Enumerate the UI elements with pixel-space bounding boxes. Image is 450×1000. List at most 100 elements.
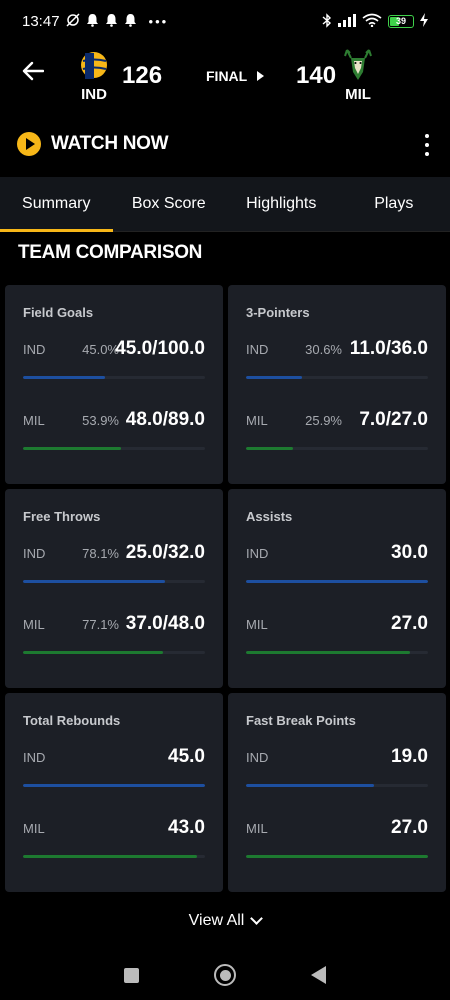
game-status[interactable]: FINAL	[206, 68, 265, 84]
stat-card-title: 3-Pointers	[246, 305, 310, 320]
stat-bar-away	[246, 651, 428, 654]
more-options-icon[interactable]	[422, 134, 432, 156]
stat-team-label: MIL	[246, 617, 268, 632]
stat-card-title: Assists	[246, 509, 293, 524]
stat-value: 45.0	[168, 746, 205, 767]
stat-value: 37.0/48.0	[125, 613, 205, 634]
stat-value: 43.0	[168, 817, 205, 838]
system-nav-bar	[0, 950, 450, 1000]
stat-card: Field Goals IND 45.0% 45.0/100.0 MIL 53.…	[5, 285, 223, 484]
watch-row: WATCH NOW	[0, 126, 450, 166]
back-button[interactable]	[20, 58, 46, 84]
stat-value: 48.0/89.0	[125, 409, 205, 430]
recents-icon[interactable]	[124, 967, 139, 983]
stat-bar-away	[23, 651, 205, 654]
stat-bar-away	[23, 447, 205, 450]
stat-card: Free Throws IND 78.1% 25.0/32.0 MIL 77.1…	[5, 489, 223, 688]
stat-bar-home	[246, 580, 428, 583]
battery-icon: 39	[388, 14, 414, 28]
bucks-logo-icon	[343, 48, 373, 82]
stat-bar-away	[246, 855, 428, 858]
game-status-label: FINAL	[206, 68, 248, 84]
view-all-button[interactable]: View All	[0, 912, 450, 930]
stat-value: 30.0	[391, 542, 428, 563]
tab-label: Highlights	[246, 195, 317, 212]
stat-row-away: MIL 27.0	[246, 613, 428, 635]
score-header: IND 126 FINAL 140 MIL	[0, 42, 450, 117]
stat-team-label: IND	[23, 750, 46, 765]
stat-percent: 77.1%	[82, 617, 119, 632]
stat-team-label: IND	[246, 750, 269, 765]
play-icon	[257, 71, 265, 81]
stat-team-label: MIL	[246, 413, 268, 428]
arrow-left-icon	[22, 61, 44, 81]
stat-row-away: MIL 43.0	[23, 817, 205, 839]
bell-icon	[86, 13, 99, 29]
stat-cards-grid: Field Goals IND 45.0% 45.0/100.0 MIL 53.…	[5, 285, 446, 892]
stat-bar-fill	[23, 651, 164, 654]
stat-row-away: MIL 77.1% 37.0/48.0	[23, 613, 205, 635]
stat-row-home: IND 19.0	[246, 746, 428, 768]
tab-bar: Summary Box Score Highlights Plays	[0, 177, 450, 232]
tab-highlights[interactable]: Highlights	[225, 177, 338, 231]
back-icon[interactable]	[311, 966, 326, 984]
play-circle-icon	[17, 132, 41, 156]
stat-card-title: Field Goals	[23, 305, 94, 320]
stat-card-title: Free Throws	[23, 509, 101, 524]
stat-row-away: MIL 27.0	[246, 817, 428, 839]
stat-bar-fill	[23, 784, 205, 787]
stat-bar-home	[23, 580, 205, 583]
stat-team-label: MIL	[23, 413, 45, 428]
stat-row-home: IND 30.6% 11.0/36.0	[246, 338, 428, 360]
chevron-down-icon	[250, 912, 264, 925]
home-team[interactable]: IND	[64, 48, 124, 103]
stat-team-label: IND	[246, 342, 269, 357]
stat-card: Fast Break Points IND 19.0 MIL 27.0	[228, 693, 446, 892]
tab-label: Summary	[22, 195, 91, 212]
stat-bar-fill	[246, 376, 302, 379]
away-team[interactable]: MIL	[328, 48, 388, 103]
watch-now-button[interactable]: WATCH NOW	[17, 132, 169, 156]
stat-bar-fill	[23, 855, 197, 858]
stat-bar-away	[23, 855, 205, 858]
home-icon[interactable]	[214, 964, 236, 986]
tab-box-score[interactable]: Box Score	[113, 177, 226, 231]
stat-value: 27.0	[391, 817, 428, 838]
stat-percent: 78.1%	[82, 546, 119, 561]
view-all-label: View All	[188, 912, 245, 929]
stat-bar-away	[246, 447, 428, 450]
stat-row-home: IND 45.0	[23, 746, 205, 768]
away-team-abbr: MIL	[345, 86, 371, 103]
signal-icon	[338, 13, 356, 29]
stat-row-away: MIL 25.9% 7.0/27.0	[246, 409, 428, 431]
stat-row-home: IND 78.1% 25.0/32.0	[23, 542, 205, 564]
stat-card: Total Rebounds IND 45.0 MIL 43.0	[5, 693, 223, 892]
stat-value: 25.0/32.0	[125, 542, 205, 563]
stat-bar-fill	[246, 651, 410, 654]
tab-summary[interactable]: Summary	[0, 177, 113, 232]
stat-team-label: IND	[23, 546, 46, 561]
stat-percent: 45.0%	[82, 342, 119, 357]
home-team-abbr: IND	[81, 86, 107, 103]
stat-card-title: Fast Break Points	[246, 713, 356, 728]
stat-team-label: IND	[246, 546, 269, 561]
more-dots-icon: •••	[148, 13, 169, 29]
stat-value: 7.0/27.0	[359, 409, 428, 430]
tab-label: Box Score	[131, 195, 206, 212]
stat-value: 19.0	[391, 746, 428, 767]
stat-bar-fill	[23, 376, 105, 379]
battery-level: 39	[395, 16, 406, 26]
bell-icon	[105, 13, 118, 29]
stat-percent: 25.9%	[305, 413, 342, 428]
bluetooth-icon	[322, 12, 332, 30]
section-title: TEAM COMPARISON	[18, 242, 203, 263]
stat-bar-fill	[23, 447, 122, 450]
pacers-logo-icon	[79, 48, 109, 82]
stat-bar-fill	[246, 580, 428, 583]
stat-row-home: IND 30.0	[246, 542, 428, 564]
stat-bar-fill	[246, 784, 375, 787]
stat-percent: 30.6%	[305, 342, 342, 357]
stat-row-away: MIL 53.9% 48.0/89.0	[23, 409, 205, 431]
stat-card: Assists IND 30.0 MIL 27.0	[228, 489, 446, 688]
tab-plays[interactable]: Plays	[338, 177, 450, 231]
